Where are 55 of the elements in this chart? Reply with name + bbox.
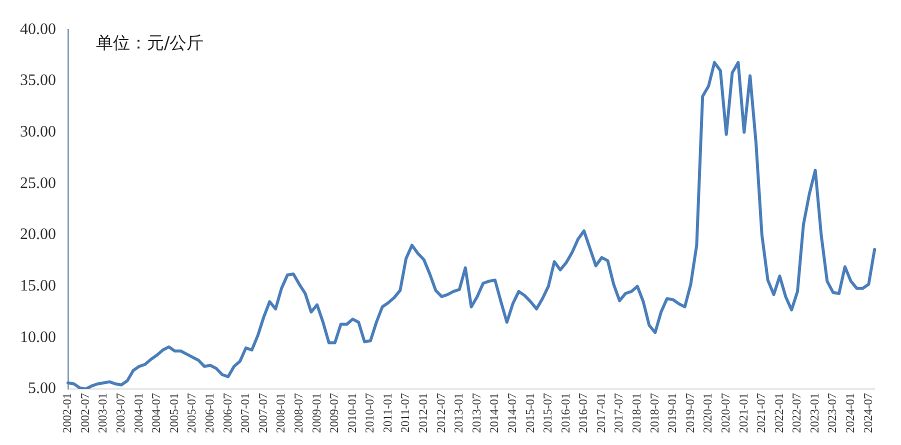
x-tick-label: 2013-07 — [469, 393, 484, 434]
x-tick-label: 2007-07 — [256, 393, 270, 434]
y-tick-label: 30.00 — [20, 123, 56, 140]
x-tick-label: 2005-01 — [166, 393, 181, 434]
x-tick-label: 2013-01 — [452, 393, 466, 434]
x-tick-label: 2011-07 — [398, 393, 412, 433]
x-tick-label: 2004-07 — [149, 393, 164, 434]
y-tick-label: 15.00 — [20, 278, 56, 295]
y-tick-label: 25.00 — [20, 174, 56, 192]
x-tick-label: 2022-07 — [790, 393, 804, 434]
x-tick-label: 2003-01 — [96, 393, 110, 434]
x-tick-label: 2008-01 — [274, 393, 288, 434]
x-tick-label: 2017-07 — [612, 393, 626, 434]
x-tick-label: 2009-01 — [309, 393, 324, 434]
x-tick-label: 2002-07 — [78, 393, 92, 434]
y-tick-label: 20.00 — [20, 226, 56, 244]
x-tick-label: 2011-01 — [380, 393, 394, 433]
x-tick-label: 2020-01 — [700, 393, 715, 434]
x-tick-label: 2019-01 — [665, 393, 680, 434]
x-tick-label: 2017-01 — [594, 393, 608, 434]
x-tick-label: 2024-01 — [843, 393, 858, 434]
x-tick-label: 2016-07 — [576, 393, 590, 434]
x-tick-label: 2008-07 — [291, 393, 306, 434]
x-tick-label: 2021-01 — [736, 393, 750, 434]
y-tick-label: 10.00 — [20, 328, 56, 346]
x-tick-label: 2004-01 — [131, 393, 146, 434]
x-tick-label: 2002-01 — [60, 393, 74, 434]
x-tick-label: 2022-01 — [772, 393, 786, 434]
x-tick-label: 2015-01 — [522, 393, 537, 434]
x-tick-label: 2018-01 — [630, 393, 644, 434]
x-tick-label: 2009-07 — [327, 393, 342, 434]
x-tick-label: 2018-07 — [647, 393, 662, 434]
x-tick-label: 2020-07 — [718, 393, 732, 434]
y-tick-label: 5.00 — [28, 380, 56, 398]
x-tick-label: 2006-01 — [202, 393, 216, 434]
x-tick-label: 2015-07 — [540, 393, 555, 434]
x-tick-label: 2007-01 — [238, 393, 252, 434]
x-tick-label: 2016-01 — [558, 393, 572, 434]
x-tick-label: 2010-01 — [344, 393, 359, 434]
x-tick-label: 2019-07 — [682, 393, 697, 434]
x-tick-label: 2005-07 — [184, 393, 199, 434]
x-tick-label: 2014-07 — [504, 393, 519, 434]
x-tick-label: 2024-07 — [860, 393, 875, 434]
x-tick-label: 2023-01 — [807, 393, 822, 434]
x-tick-label: 2012-01 — [416, 393, 430, 434]
x-tick-label: 2006-07 — [220, 393, 234, 434]
x-tick-label: 2010-07 — [362, 393, 377, 434]
x-tick-label: 2021-07 — [754, 393, 768, 434]
y-tick-label: 35.00 — [20, 72, 56, 90]
x-tick-label: 2003-07 — [114, 393, 128, 434]
x-tick-label: 2014-01 — [487, 393, 502, 434]
annotation: 单位：元/公斤 — [96, 34, 204, 54]
x-tick-label: 2012-07 — [434, 393, 448, 434]
x-tick-label: 2023-07 — [825, 393, 840, 434]
y-tick-label: 40.00 — [20, 20, 56, 38]
